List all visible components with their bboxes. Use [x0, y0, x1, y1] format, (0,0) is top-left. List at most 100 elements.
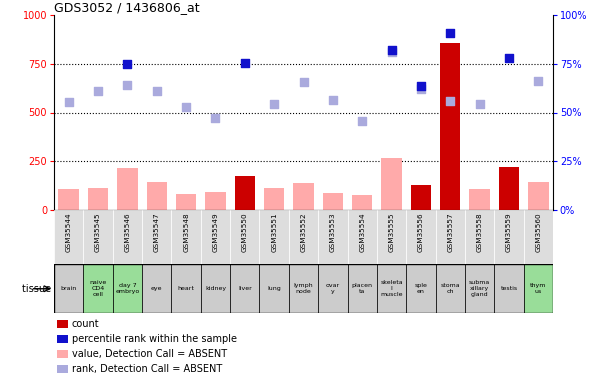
Bar — [440, 43, 460, 210]
Point — [123, 61, 132, 67]
Text: tissue: tissue — [22, 284, 54, 294]
Text: subma
xillary
gland: subma xillary gland — [469, 280, 490, 297]
Bar — [117, 168, 138, 210]
Bar — [113, 264, 142, 313]
Bar — [318, 210, 347, 264]
Text: brain: brain — [61, 286, 77, 291]
Point — [328, 97, 338, 103]
Bar — [84, 210, 113, 264]
Bar — [436, 210, 465, 264]
Point — [475, 101, 484, 107]
Text: heart: heart — [178, 286, 195, 291]
Bar — [113, 210, 142, 264]
Bar — [56, 350, 67, 358]
Point — [386, 49, 396, 55]
Point — [123, 82, 132, 88]
Bar — [264, 188, 284, 210]
Text: GSM35553: GSM35553 — [330, 213, 336, 252]
Bar — [54, 264, 84, 313]
Bar — [289, 264, 318, 313]
Text: GSM35552: GSM35552 — [300, 213, 307, 252]
Bar — [469, 189, 490, 210]
Bar — [465, 264, 494, 313]
Bar — [234, 176, 255, 210]
Bar — [147, 182, 167, 210]
Text: count: count — [72, 319, 99, 329]
Text: GSM35556: GSM35556 — [418, 213, 424, 252]
Bar — [171, 210, 201, 264]
Text: naive
CD4
cell: naive CD4 cell — [90, 280, 107, 297]
Bar — [201, 264, 230, 313]
Text: lymph
node: lymph node — [294, 284, 313, 294]
Bar — [230, 210, 260, 264]
Bar — [293, 183, 314, 210]
Point — [386, 47, 396, 53]
Bar — [56, 320, 67, 328]
Bar — [201, 210, 230, 264]
Bar — [523, 210, 553, 264]
Point — [269, 101, 279, 107]
Bar — [56, 365, 67, 373]
Point — [64, 99, 73, 105]
Bar — [56, 335, 67, 343]
Text: liver: liver — [238, 286, 252, 291]
Text: GSM35551: GSM35551 — [271, 213, 277, 252]
Point — [416, 83, 426, 89]
Bar — [171, 264, 201, 313]
Bar — [230, 264, 260, 313]
Text: kidney: kidney — [205, 286, 226, 291]
Bar — [377, 210, 406, 264]
Point — [416, 86, 426, 92]
Bar — [377, 264, 406, 313]
Bar — [88, 188, 108, 210]
Text: GSM35559: GSM35559 — [506, 213, 512, 252]
Text: GSM35550: GSM35550 — [242, 213, 248, 252]
Bar — [528, 182, 549, 210]
Bar — [176, 194, 197, 210]
Point — [358, 118, 367, 124]
Bar — [410, 184, 431, 210]
Text: GSM35546: GSM35546 — [124, 213, 130, 252]
Bar — [142, 210, 171, 264]
Point — [182, 104, 191, 110]
Bar — [323, 194, 343, 210]
Bar — [381, 158, 402, 210]
Point — [211, 116, 221, 122]
Text: GSM35558: GSM35558 — [477, 213, 483, 252]
Bar — [142, 264, 171, 313]
Bar — [465, 210, 494, 264]
Point — [299, 79, 308, 85]
Bar — [406, 264, 436, 313]
Bar — [260, 264, 289, 313]
Point — [445, 30, 455, 36]
Text: eye: eye — [151, 286, 162, 291]
Text: GSM35545: GSM35545 — [95, 213, 101, 252]
Bar — [347, 264, 377, 313]
Point — [152, 88, 162, 94]
Text: skeleta
l
muscle: skeleta l muscle — [380, 280, 403, 297]
Point — [445, 98, 455, 104]
Point — [93, 88, 103, 94]
Bar — [436, 264, 465, 313]
Text: GSM35548: GSM35548 — [183, 213, 189, 252]
Point — [240, 60, 249, 66]
Bar — [347, 210, 377, 264]
Point — [534, 78, 543, 84]
Bar — [352, 195, 373, 210]
Text: GSM35560: GSM35560 — [535, 213, 542, 252]
Text: value, Detection Call = ABSENT: value, Detection Call = ABSENT — [72, 349, 227, 359]
Bar — [54, 210, 84, 264]
Bar — [494, 210, 523, 264]
Text: sple
en: sple en — [415, 284, 427, 294]
Text: day 7
embryо: day 7 embryо — [115, 284, 139, 294]
Text: placen
ta: placen ta — [352, 284, 373, 294]
Point — [504, 55, 514, 61]
Bar — [494, 264, 523, 313]
Text: GSM35554: GSM35554 — [359, 213, 365, 252]
Text: ovar
y: ovar y — [326, 284, 340, 294]
Text: GSM35555: GSM35555 — [388, 213, 394, 252]
Bar — [523, 264, 553, 313]
Text: GSM35549: GSM35549 — [213, 213, 219, 252]
Text: GSM35544: GSM35544 — [66, 213, 72, 252]
Text: GDS3052 / 1436806_at: GDS3052 / 1436806_at — [54, 1, 200, 14]
